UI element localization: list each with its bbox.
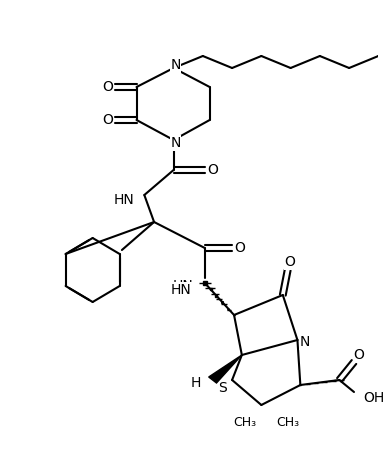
Text: H: H — [191, 376, 201, 390]
Text: N: N — [170, 136, 181, 150]
Polygon shape — [209, 355, 242, 383]
Text: O: O — [284, 255, 295, 269]
Text: CH₃: CH₃ — [276, 416, 299, 429]
Text: N: N — [170, 58, 181, 72]
Text: HN: HN — [114, 193, 135, 207]
Text: O: O — [102, 80, 113, 94]
Text: CH₃: CH₃ — [233, 416, 256, 429]
Text: N: N — [300, 335, 310, 349]
Text: OH: OH — [364, 391, 385, 405]
Text: O: O — [353, 348, 364, 362]
Text: S: S — [218, 381, 227, 395]
Text: O: O — [102, 113, 113, 127]
Text: O: O — [234, 241, 245, 255]
Text: HN: HN — [172, 279, 193, 293]
Text: O: O — [207, 163, 218, 177]
Text: HN: HN — [170, 283, 191, 297]
